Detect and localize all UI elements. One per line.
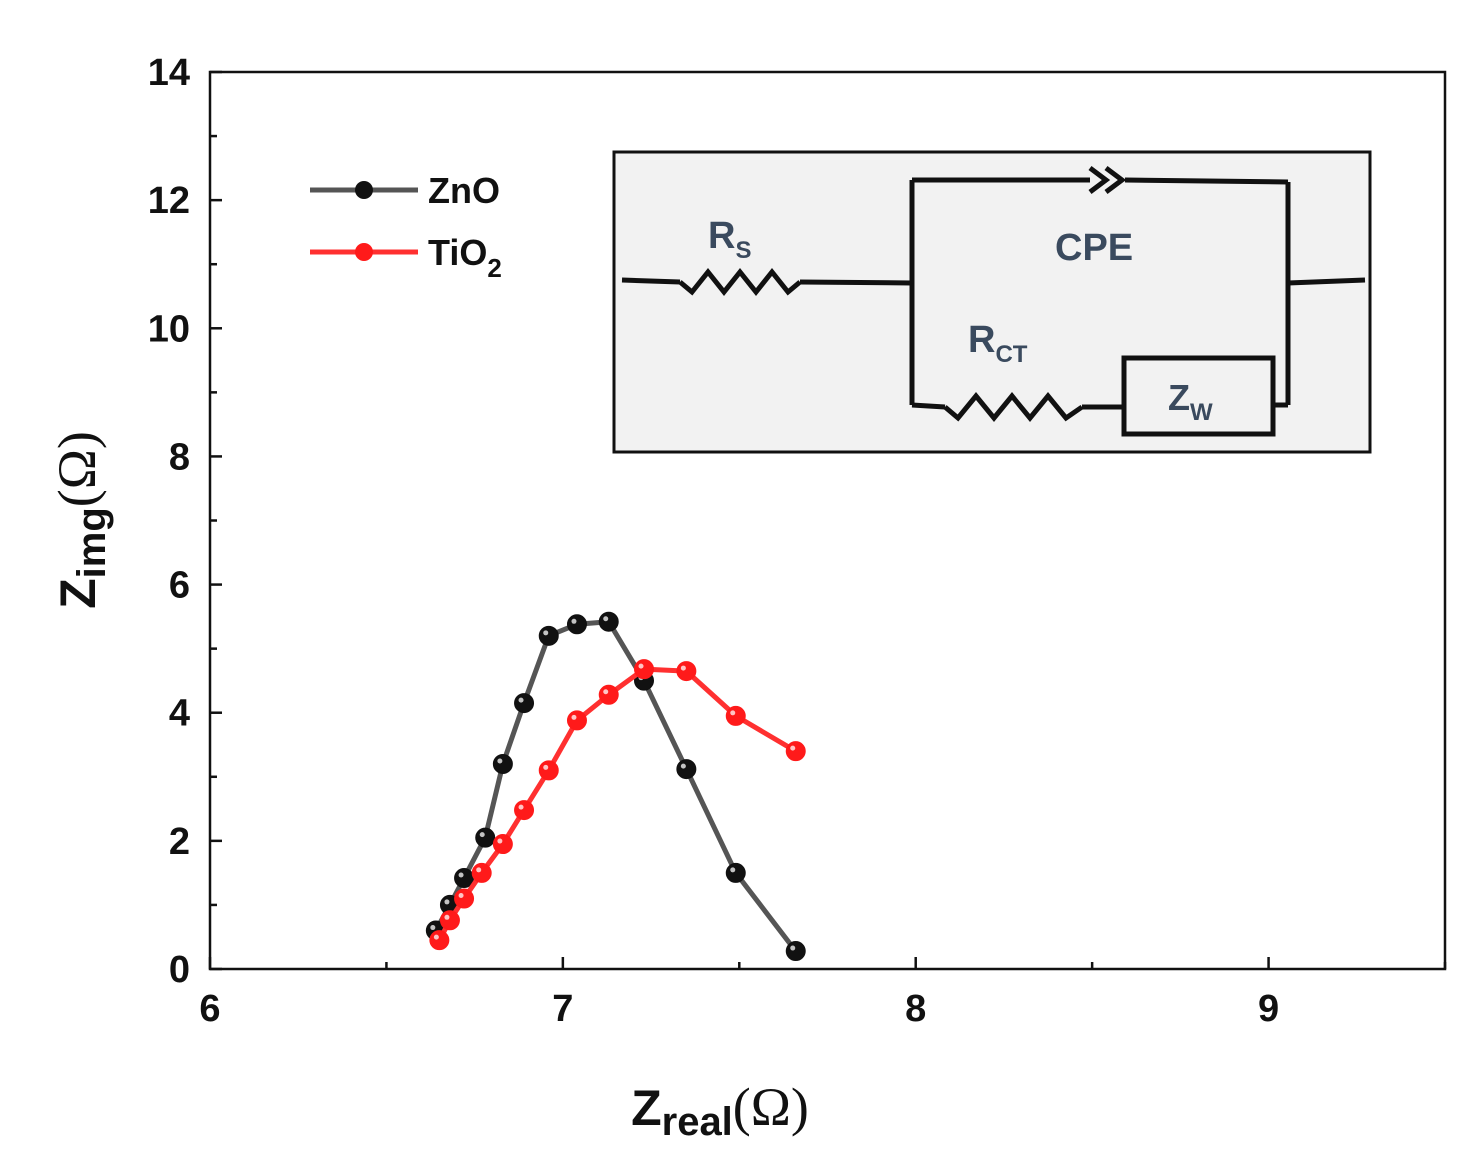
y-tick-label: 2 xyxy=(169,821,190,863)
legend-marker-zno xyxy=(355,181,373,199)
data-point-tio2 xyxy=(676,661,697,682)
data-point-zno xyxy=(566,614,587,635)
marker-highlight xyxy=(790,945,796,951)
data-point-tio2 xyxy=(785,741,806,762)
data-point-tio2 xyxy=(471,862,492,883)
marker-highlight xyxy=(458,893,464,899)
x-tick-label: 9 xyxy=(1258,988,1279,1030)
wire-left xyxy=(621,277,681,285)
series-line-zno xyxy=(433,619,798,953)
label-cpe: CPE xyxy=(1055,227,1133,269)
series-tio2 xyxy=(429,659,806,951)
data-point-zno xyxy=(492,753,513,774)
data-point-tio2 xyxy=(725,705,746,726)
y-tick-label: 4 xyxy=(169,693,190,735)
marker-highlight xyxy=(458,872,464,878)
data-point-zno xyxy=(725,862,746,883)
legend-entry-tio2: TiO2 xyxy=(310,232,502,283)
marker-highlight xyxy=(430,925,436,931)
marker-highlight xyxy=(476,867,482,873)
marker-highlight xyxy=(571,714,577,720)
warburg-box xyxy=(1121,355,1276,437)
series-zno xyxy=(425,611,806,962)
data-point-tio2 xyxy=(454,888,475,909)
marker-highlight xyxy=(638,663,644,669)
marker-highlight xyxy=(680,763,686,769)
marker-highlight xyxy=(518,697,524,703)
y-tick-label: 12 xyxy=(148,180,190,222)
x-tick-label: 7 xyxy=(552,988,573,1030)
x-tick-labels: 6 7 8 9 xyxy=(199,988,1279,1030)
marker-highlight xyxy=(479,832,485,838)
wire-rs-node xyxy=(799,279,913,286)
marker-highlight xyxy=(543,764,549,770)
marker-highlight xyxy=(497,838,503,844)
y-tick-label: 6 xyxy=(169,565,190,607)
legend: ZnO TiO2 xyxy=(310,170,502,283)
legend-label-zno: ZnO xyxy=(428,170,500,211)
y-tick-label: 14 xyxy=(148,52,190,94)
x-axis-title: Zreal(Ω) xyxy=(631,1077,809,1144)
wire-top-branch xyxy=(912,177,1289,185)
wire-right xyxy=(1287,277,1366,286)
data-point-tio2 xyxy=(634,659,655,680)
wire-bottom-left xyxy=(911,402,946,410)
label-rs: RS xyxy=(708,215,751,264)
marker-highlight xyxy=(543,630,549,636)
y-axis-title: Zimg(Ω) xyxy=(47,431,114,609)
marker-highlight xyxy=(680,665,686,671)
marker-highlight xyxy=(444,914,450,920)
data-point-tio2 xyxy=(439,910,460,931)
data-point-tio2 xyxy=(492,834,513,855)
axis-ticks xyxy=(208,70,1447,971)
marker-highlight xyxy=(444,899,450,905)
legend-marker-tio2 xyxy=(355,243,373,261)
marker-highlight xyxy=(603,616,609,622)
marker-highlight xyxy=(603,689,609,695)
x-tick-label: 8 xyxy=(905,988,926,1030)
marker-highlight xyxy=(497,758,503,764)
y-tick-label: 0 xyxy=(169,949,190,991)
data-point-zno xyxy=(785,941,806,962)
data-point-zno xyxy=(475,827,496,848)
legend-entry-zno: ZnO xyxy=(310,170,500,211)
marker-highlight xyxy=(730,710,736,716)
data-point-zno xyxy=(538,625,559,646)
data-point-tio2 xyxy=(514,800,535,821)
data-point-zno xyxy=(676,759,697,780)
y-tick-label: 8 xyxy=(169,436,190,478)
data-point-tio2 xyxy=(429,930,450,951)
series-layer xyxy=(425,611,806,962)
data-point-tio2 xyxy=(538,760,559,781)
marker-highlight xyxy=(518,804,524,810)
resistor-rct xyxy=(943,392,1084,422)
marker-highlight xyxy=(571,618,577,624)
y-tick-labels: 0 2 4 6 8 10 12 14 xyxy=(148,52,190,991)
y-tick-label: 10 xyxy=(148,308,190,350)
marker-highlight xyxy=(433,934,439,940)
x-tick-label: 6 xyxy=(199,988,220,1030)
cpe-symbol xyxy=(1088,166,1127,194)
data-point-tio2 xyxy=(566,710,587,731)
legend-label-tio2: TiO2 xyxy=(428,232,502,283)
marker-highlight xyxy=(790,745,796,751)
label-zw: ZW xyxy=(1168,377,1213,426)
marker-highlight xyxy=(730,867,736,873)
label-rct: RCT xyxy=(968,319,1028,368)
circuit-inset: RS CPE RCT ZW xyxy=(612,150,1372,454)
data-point-zno xyxy=(598,611,619,632)
data-point-zno xyxy=(514,693,535,714)
resistor-rs xyxy=(678,267,802,297)
data-point-tio2 xyxy=(598,684,619,705)
